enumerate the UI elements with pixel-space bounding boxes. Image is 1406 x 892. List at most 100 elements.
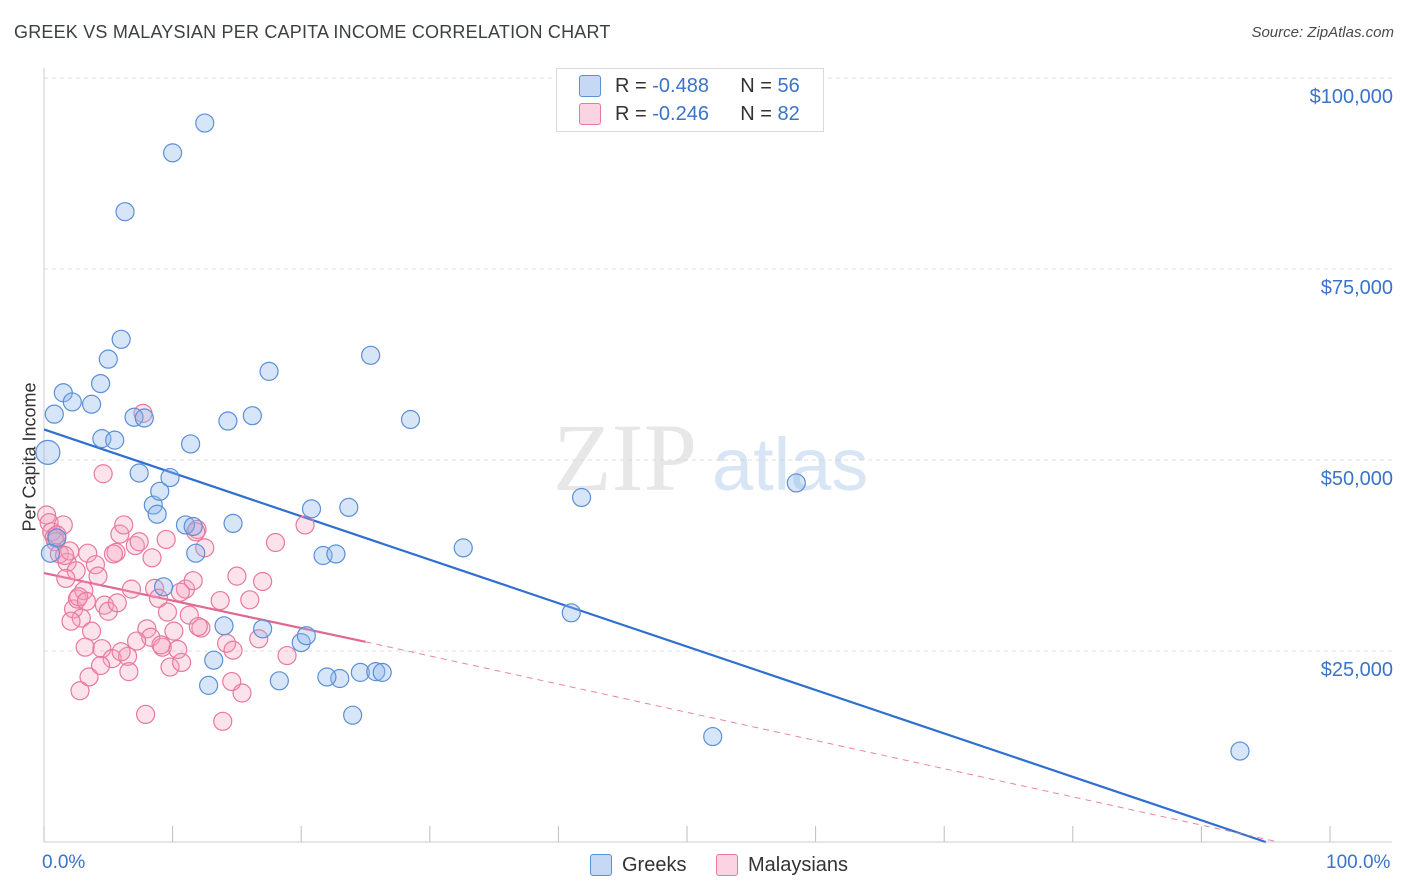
malaysians-point (227, 566, 247, 586)
greeks-point (150, 481, 170, 501)
malaysians-point (126, 631, 147, 651)
greeks-r-label: R = (615, 74, 653, 97)
greeks-point (175, 515, 196, 535)
malaysians-points (36, 403, 315, 731)
malaysians-point (183, 571, 203, 591)
malaysians-point (195, 538, 215, 558)
greeks-point (214, 616, 234, 636)
malaysians-point (75, 637, 95, 657)
malaysians-point (265, 532, 286, 553)
x-tick-label-min: 0.0% (42, 852, 86, 873)
greeks-point (372, 662, 392, 682)
greeks-point (1230, 741, 1250, 761)
malaysians-r-label: R = (615, 102, 653, 125)
malaysians-point (188, 616, 208, 637)
malaysians-point (70, 681, 90, 701)
greeks-point (269, 671, 289, 691)
malaysians-point (129, 532, 149, 552)
malaysians-point (222, 671, 242, 692)
greeks-point (44, 404, 64, 424)
malaysians-point (56, 568, 76, 589)
greeks-n-value: 56 (777, 74, 800, 97)
greeks-legend-swatch (590, 854, 612, 876)
malaysians-point (253, 571, 273, 592)
malaysians-point (42, 522, 62, 542)
greeks-legend-label: Greeks (622, 853, 687, 876)
greeks-point (181, 434, 201, 454)
malaysians-point (114, 515, 134, 535)
greeks-point (160, 467, 180, 488)
malaysians-legend-swatch (716, 854, 738, 876)
greeks-point (147, 504, 167, 524)
greeks-point (98, 349, 118, 369)
malaysians-point (79, 667, 99, 687)
greeks-point (111, 329, 131, 349)
malaysians-point (61, 611, 81, 631)
malaysians-point (295, 515, 315, 535)
y-tick-label: $25,000 (1320, 659, 1393, 681)
greeks-r-value: -0.488 (652, 74, 709, 97)
malaysians-swatch (579, 103, 601, 125)
malaysians-point (160, 657, 180, 677)
greeks-point (199, 675, 219, 695)
malaysians-point (78, 543, 98, 563)
greeks-point (40, 543, 61, 563)
malaysians-point (164, 621, 184, 641)
malaysians-point (156, 529, 176, 550)
y-axis-label: Per Capita Income (19, 382, 40, 532)
source-label: Source: ZipAtlas.com (1251, 24, 1394, 41)
malaysians-point (111, 642, 131, 662)
greeks-point (343, 705, 363, 725)
legend-row-malaysians: R = -0.246 N = 82 (579, 101, 800, 127)
greeks-point (703, 726, 723, 747)
malaysians-point (151, 635, 171, 655)
greeks-point (105, 430, 125, 450)
greeks-point (242, 406, 262, 426)
malaysians-r-value: -0.246 (652, 102, 709, 125)
greeks-point (115, 202, 135, 222)
malaysians-point (93, 464, 113, 484)
greeks-point (163, 143, 183, 163)
malaysians-n-value: 82 (777, 102, 800, 125)
greeks-point (253, 619, 273, 639)
greeks-point (400, 409, 421, 430)
watermark-atlas: atlas (712, 423, 868, 506)
axes (43, 68, 1392, 843)
greeks-point (366, 662, 386, 682)
greeks-point (259, 361, 279, 381)
greeks-point (561, 603, 581, 623)
greeks-point (183, 516, 203, 537)
greeks-point (223, 513, 243, 534)
chart-title: GREEK VS MALAYSIAN PER CAPITA INCOME COR… (14, 22, 611, 42)
greeks-point (153, 577, 174, 597)
malaysians-point (76, 591, 97, 611)
greeks-point (134, 408, 154, 428)
malaysians-point (142, 548, 162, 568)
greeks-point (296, 626, 316, 646)
malaysians-point (85, 555, 106, 575)
malaysians-point (92, 639, 112, 659)
greeks-point (317, 667, 337, 687)
greeks-n-label: N = (740, 74, 778, 97)
greeks-point (301, 499, 322, 519)
malaysians-point (148, 588, 169, 608)
y-tick-label: $50,000 (1320, 468, 1393, 490)
malaysians-point (170, 582, 190, 602)
malaysians-point (172, 652, 192, 673)
grid-lines (44, 77, 1392, 652)
malaysians-point (125, 535, 145, 556)
malaysians-point (90, 655, 111, 676)
greeks-points (35, 113, 1250, 761)
malaysians-point (66, 561, 86, 581)
watermark-zip: ZIP (553, 404, 697, 511)
greeks-point (786, 473, 806, 493)
greeks-point (129, 463, 149, 483)
greeks-point (195, 113, 215, 133)
greeks-point (453, 538, 473, 558)
greeks-point (361, 345, 381, 365)
y-tick-label: $75,000 (1320, 277, 1393, 299)
greeks-point (571, 487, 592, 508)
malaysians-point (240, 590, 260, 610)
greeks-point (62, 392, 82, 412)
